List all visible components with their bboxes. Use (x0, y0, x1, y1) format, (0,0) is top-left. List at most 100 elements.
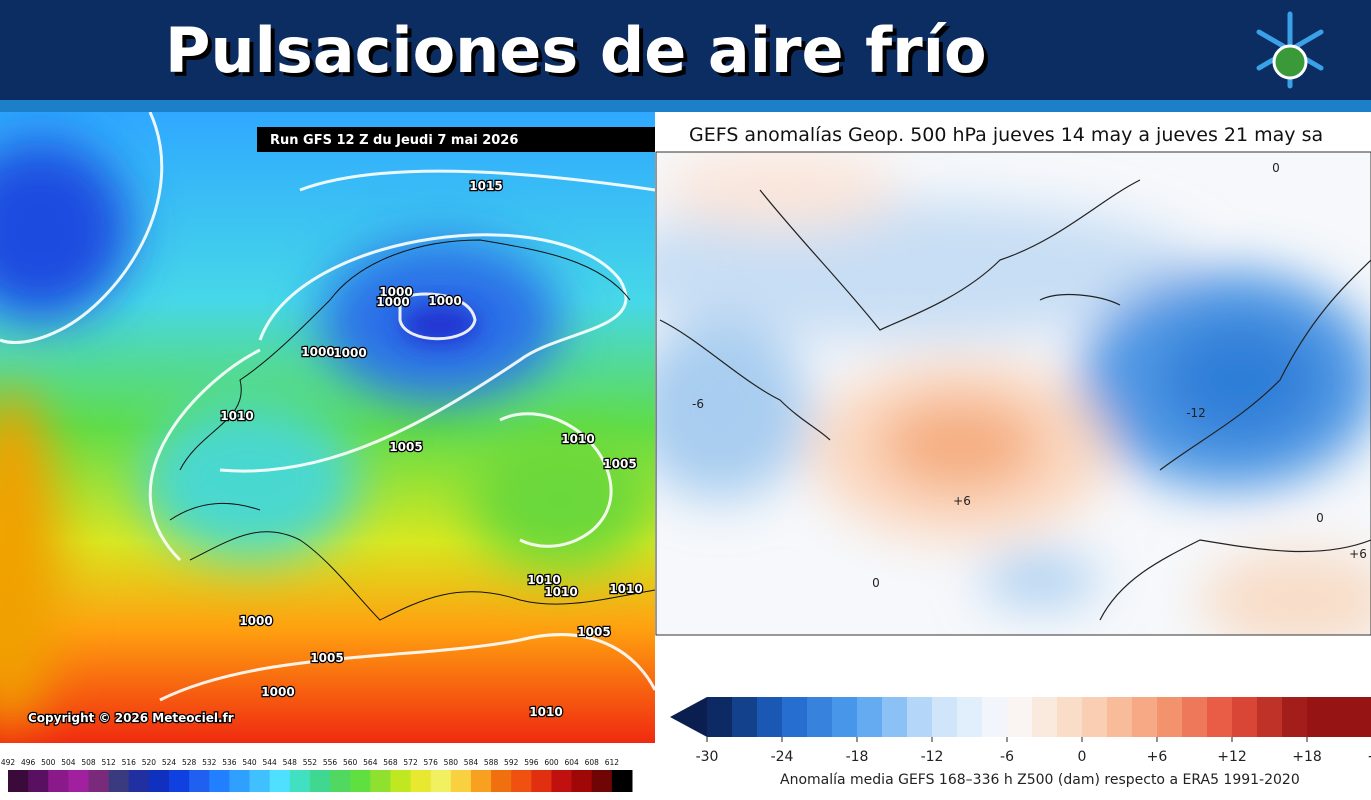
colorbar-label: 604 (564, 758, 579, 767)
colorbar-label: 564 (363, 758, 378, 767)
colorbar-swatch (128, 770, 150, 792)
right-map-frame (655, 151, 1371, 636)
colorbar-arrow (670, 697, 707, 737)
colorbar-label: 492 (1, 758, 16, 767)
colorbar-label: 584 (464, 758, 479, 767)
colorbar-segment (1107, 697, 1133, 737)
colorbar-label: 504 (61, 758, 76, 767)
left-map (0, 112, 655, 743)
contour-label: 0 (1316, 511, 1324, 525)
colorbar-label: 548 (283, 758, 298, 767)
colorbar-segment (982, 697, 1008, 737)
colorbar-swatch (551, 770, 573, 792)
colorbar-segment (1357, 697, 1371, 737)
colorbar-segment (1282, 697, 1308, 737)
isobar-label: 1005 (389, 440, 422, 454)
colorbar-swatch (531, 770, 552, 792)
colorbar-label: 528 (182, 758, 197, 767)
colorbar-segment (907, 697, 933, 737)
colorbar-label: 524 (162, 758, 177, 767)
colorbar-label: 516 (122, 758, 137, 767)
colorbar-segment (1257, 697, 1283, 737)
colorbar-label: 572 (403, 758, 418, 767)
colorbar-label: 532 (202, 758, 217, 767)
isobar-label: 1005 (577, 625, 610, 639)
isobar-label: 1005 (603, 457, 636, 471)
colorbar-label: 500 (41, 758, 56, 767)
colorbar-segment (707, 697, 733, 737)
colorbar-segment (807, 697, 833, 737)
colorbar-swatch (511, 770, 532, 792)
colorbar-swatch (591, 770, 613, 792)
colorbar-segment (1132, 697, 1158, 737)
isobar-label: 1005 (310, 651, 343, 665)
colorbar-tick-label: -12 (921, 749, 944, 765)
header-bar (0, 0, 1371, 100)
colorbar-segment (1082, 697, 1108, 737)
colorbar-tick-label: -30 (696, 749, 719, 765)
colorbar-swatch (8, 770, 29, 792)
colorbar-swatch (148, 770, 170, 792)
colorbar-tick-label: -18 (846, 749, 869, 765)
colorbar-swatch (169, 770, 190, 792)
colorbar-label: 596 (524, 758, 539, 767)
colorbar-segment (732, 697, 758, 737)
contour-label: -6 (692, 397, 704, 411)
colorbar-segment (1332, 697, 1358, 737)
isobar-label: 1010 (561, 432, 594, 446)
right-map (656, 152, 1371, 635)
colorbar-label: 600 (544, 758, 559, 767)
colorbar-label: 608 (585, 758, 600, 767)
colorbar-swatch (611, 770, 633, 792)
colorbar-label: 580 (444, 758, 459, 767)
contour-label: +6 (953, 494, 971, 508)
isobar-label: 1010 (527, 573, 560, 587)
colorbar-segment (757, 697, 783, 737)
colorbar-segment (1207, 697, 1233, 737)
logo (1256, 11, 1324, 89)
colorbar-caption: Anomalía media GEFS 168–336 h Z500 (dam)… (780, 772, 1300, 788)
colorbar-segment (1232, 697, 1258, 737)
colorbar-segment (832, 697, 858, 737)
colorbar-label: 576 (424, 758, 439, 767)
isobar-label: 1000 (428, 294, 461, 308)
colorbar-swatch (430, 770, 452, 792)
colorbar-segment (1307, 697, 1333, 737)
colorbar-label: 560 (343, 758, 358, 767)
colorbar-swatch (269, 770, 291, 792)
colorbar-swatch (309, 770, 331, 792)
colorbar-segment (782, 697, 808, 737)
isobar-label: 1015 (469, 179, 502, 193)
colorbar-swatch (249, 770, 271, 792)
isobar-label: 1010 (529, 705, 562, 719)
colorbar-swatch (48, 770, 69, 792)
colorbar-swatch (491, 770, 512, 792)
isobar-label: 1000 (239, 614, 272, 628)
colorbar-segment (1007, 697, 1033, 737)
colorbar-label: 512 (101, 758, 116, 767)
colorbar-label: 540 (242, 758, 257, 767)
colorbar-tick-label: 0 (1078, 749, 1087, 765)
contour-label: -12 (1186, 406, 1206, 420)
colorbar-swatch (209, 770, 230, 792)
colorbar-segment (957, 697, 983, 737)
colorbar-segment (882, 697, 908, 737)
colorbar-label: 588 (484, 758, 499, 767)
colorbar-swatch (450, 770, 472, 792)
contour-label: 0 (872, 576, 880, 590)
colorbar-tick-label: +24 (1367, 749, 1371, 765)
colorbar-swatch (330, 770, 351, 792)
contour-label: +6 (1349, 547, 1367, 561)
isobar-label: 1000 (379, 285, 412, 299)
isobar-label: 1000 (333, 346, 366, 360)
colorbar-label: 568 (383, 758, 398, 767)
isobar-label: 1000 (376, 295, 409, 309)
colorbar-tick-label: -6 (1000, 749, 1014, 765)
colorbar-tick-label: +12 (1217, 749, 1247, 765)
title-shadow: Pulsaciones de aire frío (169, 18, 991, 91)
colorbar-swatch (390, 770, 412, 792)
colorbar-segment (932, 697, 958, 737)
colorbar-swatch (410, 770, 432, 792)
colorbar-segment (857, 697, 883, 737)
